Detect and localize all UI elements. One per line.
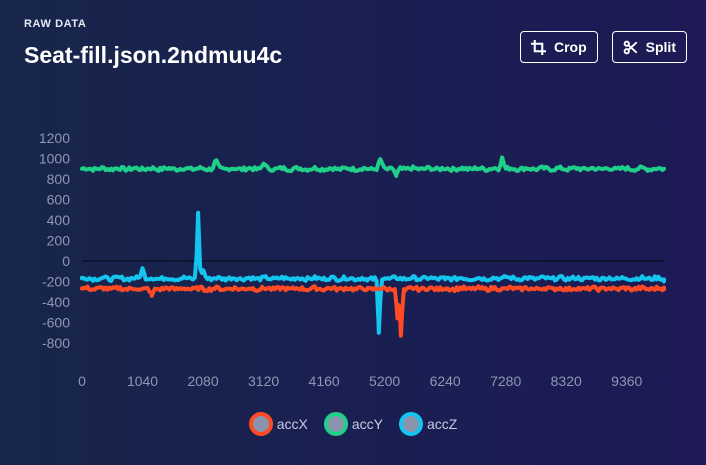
x-tick-label: 3120: [248, 373, 279, 389]
legend-swatch-accx: [248, 412, 273, 436]
legend-swatch-accy: [323, 412, 348, 436]
x-tick-label: 8320: [551, 373, 582, 389]
chart-series: [80, 155, 666, 338]
y-axis-ticks: 1200 1000 800 600 400 200 0 -200 -400 -600 -800: [39, 130, 70, 351]
series-line-accz: [80, 210, 666, 335]
crop-icon: [530, 39, 546, 55]
split-button-label: Split: [645, 39, 676, 55]
y-tick-label: 600: [47, 192, 71, 208]
y-tick-label: 0: [62, 253, 70, 269]
x-tick-label: 2080: [187, 373, 218, 389]
series-line-accx: [80, 284, 666, 338]
y-tick-label: 1000: [39, 151, 70, 167]
legend-swatch-accz: [398, 412, 423, 436]
page-header: RAW DATA Seat-fill.json.2ndmuu4c: [24, 18, 282, 69]
legend-label-accz: accZ: [426, 416, 458, 432]
y-tick-label: -400: [42, 294, 70, 310]
legend-label-accy: accY: [351, 416, 383, 432]
x-tick-label: 5200: [369, 373, 400, 389]
x-tick-label: 4160: [309, 373, 340, 389]
legend-item-accx[interactable]: accX: [248, 412, 308, 436]
crop-button-label: Crop: [553, 39, 587, 55]
x-tick-label: 0: [78, 373, 86, 389]
y-tick-label: -200: [42, 274, 70, 290]
scissors-icon: [623, 40, 638, 55]
legend-item-accy[interactable]: accY: [323, 412, 383, 436]
split-button[interactable]: Split: [611, 31, 687, 63]
page-title: Seat-fill.json.2ndmuu4c: [24, 42, 283, 68]
x-tick-label: 9360: [611, 373, 642, 389]
y-tick-label: 1200: [39, 130, 70, 146]
legend-label-accx: accX: [276, 416, 308, 432]
series-line-accy: [80, 155, 666, 178]
y-tick-label: 200: [47, 233, 71, 249]
x-tick-label: 1040: [127, 373, 158, 389]
y-tick-label: 800: [47, 171, 71, 187]
y-tick-label: -600: [42, 315, 70, 331]
x-tick-label: 7280: [490, 373, 521, 389]
crop-button[interactable]: Crop: [519, 31, 598, 63]
y-tick-label: -800: [42, 335, 70, 351]
y-tick-label: 400: [47, 212, 71, 228]
x-tick-label: 6240: [430, 373, 461, 389]
x-axis-ticks: 0 1040 2080 3120 4160 5200 6240 7280 8320 9360: [78, 373, 642, 389]
legend-item-accz[interactable]: accZ: [398, 412, 458, 436]
toolbar: Crop Split: [519, 31, 687, 63]
section-eyebrow: RAW DATA: [24, 18, 87, 30]
chart-legend: accX accY accZ: [0, 412, 706, 436]
